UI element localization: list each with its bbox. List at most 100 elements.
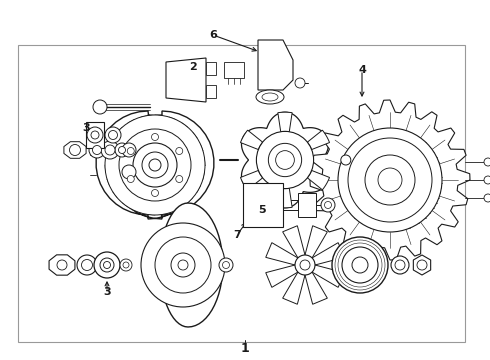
Circle shape <box>94 252 120 278</box>
Text: 6: 6 <box>209 30 217 40</box>
Circle shape <box>93 100 107 114</box>
Circle shape <box>123 262 129 268</box>
Circle shape <box>70 144 80 156</box>
Circle shape <box>155 237 211 293</box>
Polygon shape <box>305 226 327 258</box>
Circle shape <box>105 127 121 143</box>
Polygon shape <box>64 142 86 158</box>
Polygon shape <box>96 111 214 219</box>
Circle shape <box>378 168 402 192</box>
Circle shape <box>352 257 368 273</box>
Circle shape <box>122 143 136 157</box>
Circle shape <box>77 255 97 275</box>
Circle shape <box>417 260 427 270</box>
Polygon shape <box>241 170 263 190</box>
Polygon shape <box>305 272 327 304</box>
Ellipse shape <box>256 90 284 104</box>
Circle shape <box>149 159 161 171</box>
Polygon shape <box>243 183 283 227</box>
Circle shape <box>108 130 118 139</box>
Polygon shape <box>18 45 465 342</box>
Polygon shape <box>266 265 298 287</box>
Polygon shape <box>224 62 244 78</box>
Circle shape <box>365 155 415 205</box>
Polygon shape <box>307 130 330 149</box>
Circle shape <box>151 134 158 140</box>
Circle shape <box>321 198 335 212</box>
Polygon shape <box>278 112 292 132</box>
Polygon shape <box>298 193 316 217</box>
Circle shape <box>395 260 405 270</box>
Text: 5: 5 <box>258 205 266 215</box>
Circle shape <box>348 138 432 222</box>
Circle shape <box>120 259 132 271</box>
Circle shape <box>295 78 305 88</box>
Circle shape <box>127 175 134 183</box>
Text: 7: 7 <box>233 230 241 240</box>
Circle shape <box>256 131 314 189</box>
Circle shape <box>295 255 315 275</box>
Circle shape <box>176 148 183 154</box>
Polygon shape <box>312 243 344 265</box>
Text: 3: 3 <box>103 287 111 297</box>
Ellipse shape <box>262 93 278 101</box>
Text: 2: 2 <box>189 62 197 72</box>
Circle shape <box>100 258 114 272</box>
Circle shape <box>484 158 490 166</box>
Circle shape <box>105 145 115 155</box>
Circle shape <box>105 115 205 215</box>
Text: 1: 1 <box>241 342 249 355</box>
Circle shape <box>342 247 378 283</box>
Text: 4: 4 <box>358 65 366 75</box>
Circle shape <box>57 260 67 270</box>
Polygon shape <box>266 243 298 265</box>
Circle shape <box>122 165 136 179</box>
Polygon shape <box>307 170 330 190</box>
Circle shape <box>127 148 134 154</box>
Circle shape <box>141 223 225 307</box>
Polygon shape <box>241 130 263 149</box>
Circle shape <box>484 194 490 202</box>
Circle shape <box>87 127 103 143</box>
Circle shape <box>269 143 302 177</box>
Polygon shape <box>258 40 293 90</box>
Polygon shape <box>166 58 206 102</box>
Circle shape <box>338 128 442 232</box>
Circle shape <box>324 202 332 208</box>
Polygon shape <box>86 122 104 148</box>
Polygon shape <box>160 203 223 327</box>
Circle shape <box>222 261 229 269</box>
Circle shape <box>103 261 111 269</box>
Polygon shape <box>278 188 292 208</box>
Text: 3: 3 <box>82 123 90 133</box>
Circle shape <box>142 152 168 178</box>
Polygon shape <box>206 62 216 75</box>
Circle shape <box>115 143 129 157</box>
Polygon shape <box>283 272 305 304</box>
Circle shape <box>119 147 125 153</box>
Polygon shape <box>414 255 431 275</box>
Circle shape <box>341 155 351 165</box>
Circle shape <box>151 189 158 197</box>
Circle shape <box>93 145 101 154</box>
Circle shape <box>276 150 294 169</box>
Circle shape <box>133 143 177 187</box>
Polygon shape <box>242 112 328 208</box>
Circle shape <box>101 141 119 159</box>
Circle shape <box>332 237 388 293</box>
Polygon shape <box>49 255 75 275</box>
Polygon shape <box>312 265 344 287</box>
Circle shape <box>178 260 188 270</box>
Circle shape <box>391 256 409 274</box>
Circle shape <box>91 131 99 139</box>
Circle shape <box>300 260 310 270</box>
Circle shape <box>119 129 191 201</box>
Circle shape <box>219 258 233 272</box>
Polygon shape <box>206 85 216 98</box>
Polygon shape <box>310 100 470 260</box>
Circle shape <box>176 175 183 183</box>
Circle shape <box>171 253 195 277</box>
Polygon shape <box>283 226 305 258</box>
Circle shape <box>81 260 93 270</box>
Circle shape <box>89 142 105 158</box>
